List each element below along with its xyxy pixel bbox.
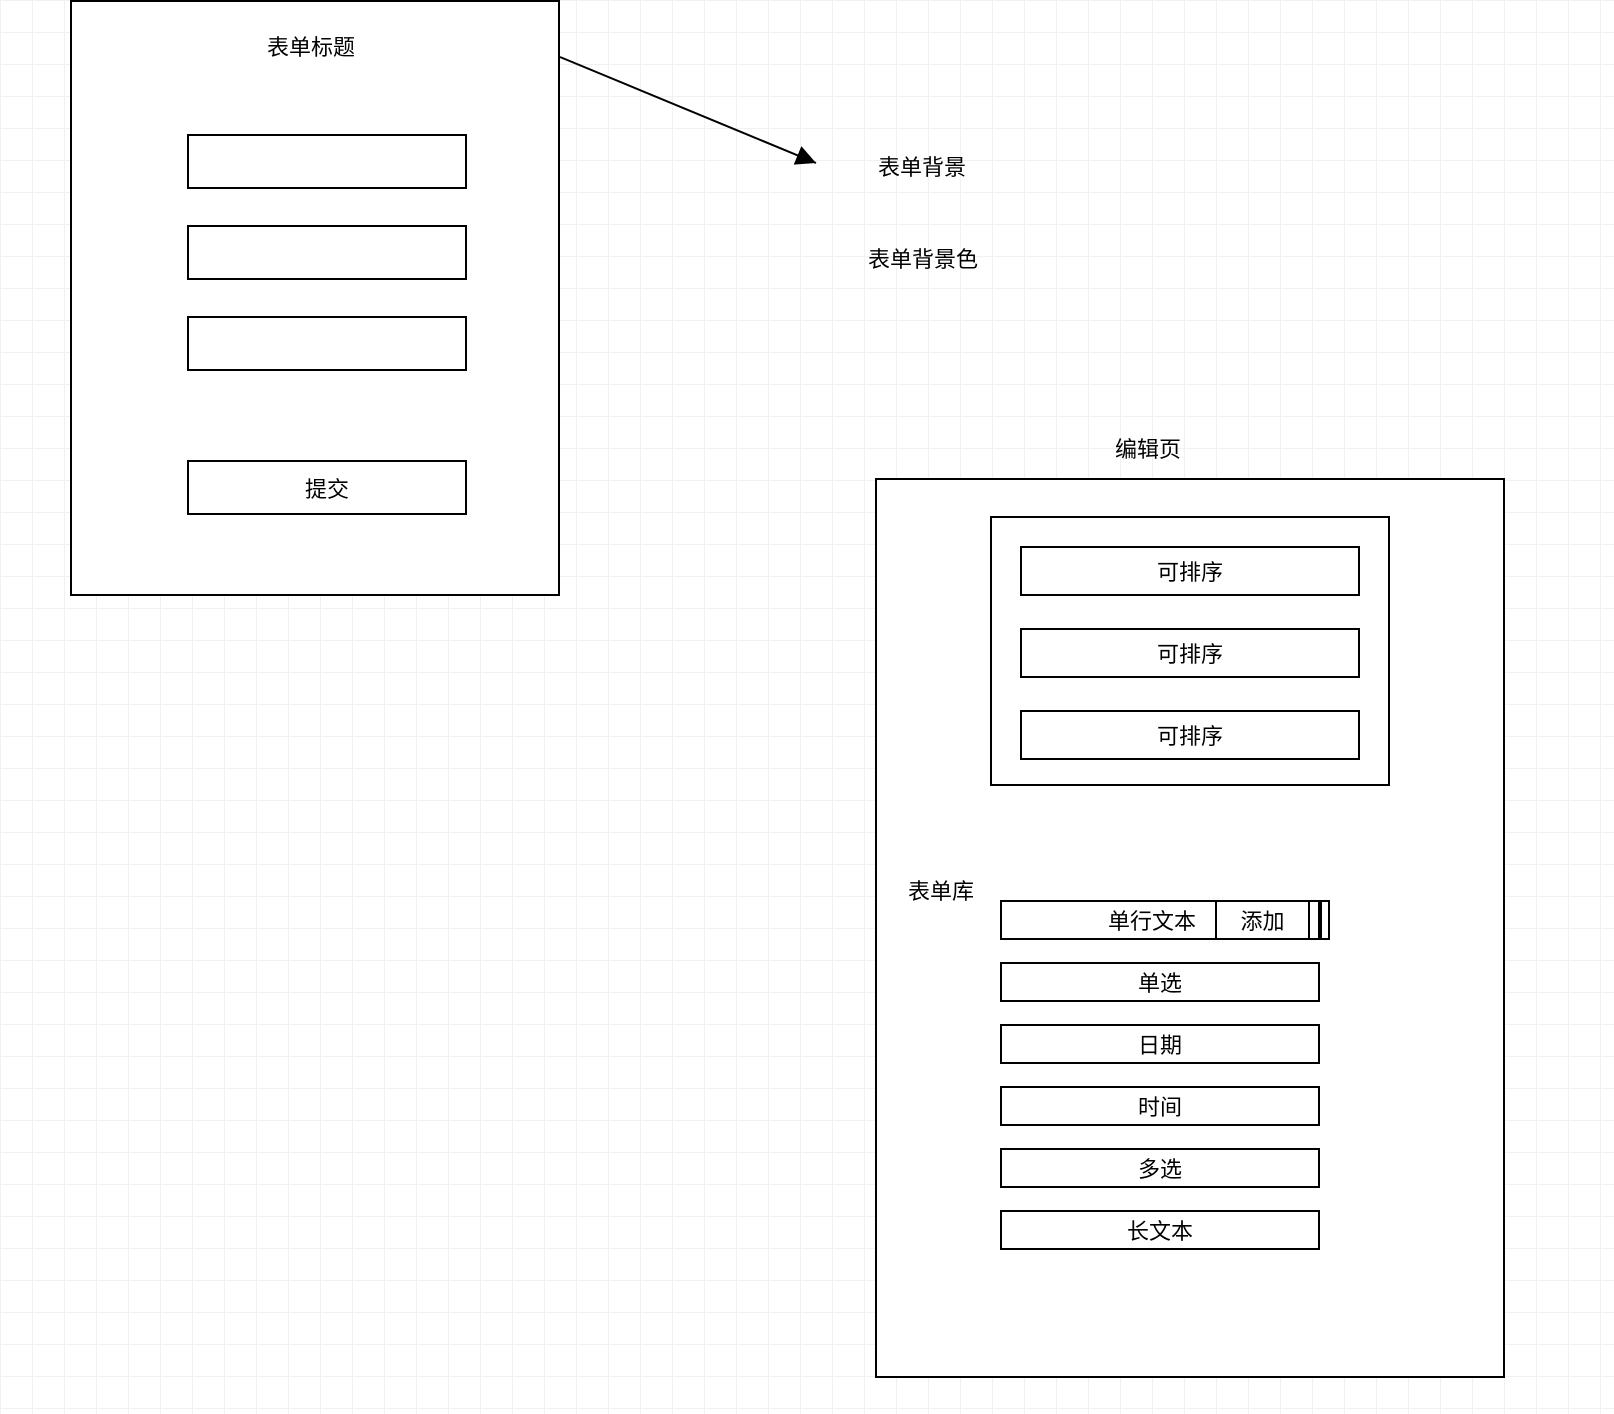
library-item-longtext[interactable]: 长文本 (1000, 1210, 1320, 1250)
editor-title: 编辑页 (1115, 432, 1181, 464)
label-form-background: 表单背景 (878, 150, 966, 182)
library-item-time[interactable]: 时间 (1000, 1086, 1320, 1126)
submit-button-label: 提交 (305, 472, 349, 504)
library-item-date[interactable]: 日期 (1000, 1024, 1320, 1064)
sortable-item-2[interactable]: 可排序 (1020, 628, 1360, 678)
library-item-label: 长文本 (1127, 1214, 1193, 1246)
sortable-item-label: 可排序 (1157, 637, 1223, 669)
add-button-label: 添加 (1240, 904, 1284, 936)
library-item-label: 多选 (1138, 1152, 1182, 1184)
form-library-label: 表单库 (908, 874, 974, 906)
form-title: 表单标题 (267, 30, 355, 62)
form-field-3[interactable] (187, 316, 467, 371)
form-field-2[interactable] (187, 225, 467, 280)
add-button[interactable]: 添加 (1215, 900, 1310, 940)
library-item-label: 单选 (1138, 966, 1182, 998)
form-field-1[interactable] (187, 134, 467, 189)
label-form-background-color: 表单背景色 (868, 242, 978, 274)
library-item-radio[interactable]: 单选 (1000, 962, 1320, 1002)
submit-button[interactable]: 提交 (187, 460, 467, 515)
sortable-item-label: 可排序 (1157, 555, 1223, 587)
sortable-item-3[interactable]: 可排序 (1020, 710, 1360, 760)
sortable-item-1[interactable]: 可排序 (1020, 546, 1360, 596)
extra-tick-box (1320, 900, 1330, 940)
library-item-label: 单行文本 (1108, 904, 1196, 936)
library-item-label: 日期 (1138, 1028, 1182, 1060)
sortable-item-label: 可排序 (1157, 719, 1223, 751)
library-item-multiselect[interactable]: 多选 (1000, 1148, 1320, 1188)
library-item-label: 时间 (1138, 1090, 1182, 1122)
